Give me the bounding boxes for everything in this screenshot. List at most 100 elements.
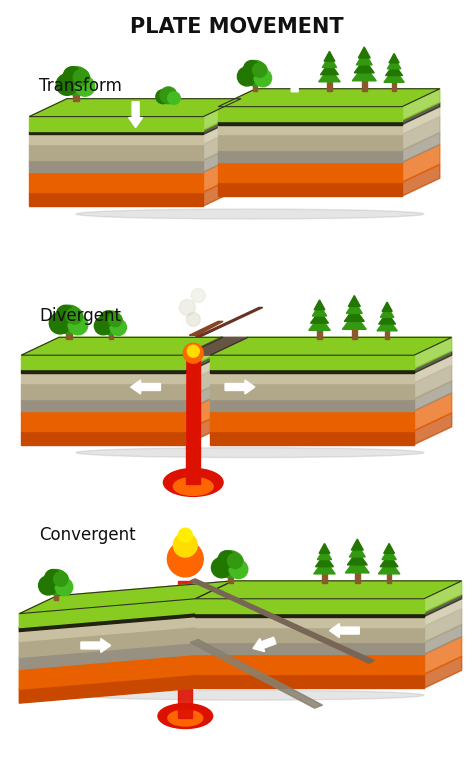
Polygon shape	[424, 580, 462, 613]
FancyArrow shape	[253, 637, 276, 652]
Polygon shape	[29, 116, 203, 130]
Text: PLATE MOVEMENT: PLATE MOVEMENT	[130, 17, 344, 37]
Circle shape	[168, 92, 180, 105]
Polygon shape	[218, 182, 402, 196]
Circle shape	[55, 305, 83, 334]
Circle shape	[167, 541, 203, 577]
Bar	[228, 573, 233, 583]
Polygon shape	[402, 133, 440, 162]
Circle shape	[62, 67, 90, 95]
Polygon shape	[309, 316, 330, 330]
Polygon shape	[378, 560, 400, 574]
Circle shape	[179, 299, 195, 315]
Polygon shape	[210, 369, 414, 373]
Polygon shape	[346, 301, 362, 313]
Polygon shape	[195, 599, 424, 613]
Polygon shape	[185, 337, 223, 369]
Ellipse shape	[76, 691, 424, 700]
Polygon shape	[424, 594, 462, 617]
Circle shape	[242, 60, 268, 86]
Bar	[253, 81, 257, 91]
Polygon shape	[319, 67, 340, 82]
Polygon shape	[29, 135, 203, 144]
Circle shape	[54, 572, 68, 586]
Polygon shape	[352, 65, 376, 81]
Polygon shape	[424, 636, 462, 674]
Polygon shape	[203, 116, 241, 144]
FancyArrow shape	[81, 639, 111, 653]
Text: Divergent: Divergent	[39, 308, 121, 326]
Circle shape	[56, 305, 74, 323]
Circle shape	[217, 551, 244, 578]
Polygon shape	[354, 59, 374, 73]
Bar	[317, 330, 322, 339]
Polygon shape	[203, 154, 241, 192]
Polygon shape	[322, 56, 337, 67]
Polygon shape	[218, 107, 402, 121]
Polygon shape	[382, 548, 396, 560]
Circle shape	[100, 311, 115, 326]
Circle shape	[94, 317, 112, 335]
Polygon shape	[414, 381, 452, 411]
Circle shape	[228, 553, 243, 569]
Bar	[387, 574, 392, 583]
Polygon shape	[203, 126, 241, 160]
Bar	[392, 82, 396, 91]
Polygon shape	[218, 135, 402, 150]
Polygon shape	[402, 102, 440, 125]
Polygon shape	[218, 150, 402, 162]
Bar	[178, 580, 192, 718]
Polygon shape	[21, 399, 185, 411]
Circle shape	[183, 343, 203, 363]
Bar	[385, 331, 389, 339]
Polygon shape	[19, 599, 195, 628]
Circle shape	[218, 551, 235, 567]
Polygon shape	[424, 625, 462, 654]
Circle shape	[73, 70, 90, 85]
Bar	[322, 574, 327, 583]
Polygon shape	[21, 431, 185, 445]
Polygon shape	[210, 355, 414, 369]
Polygon shape	[195, 613, 424, 617]
Polygon shape	[348, 295, 360, 306]
Circle shape	[237, 67, 256, 86]
Text: Transform: Transform	[39, 77, 122, 95]
Polygon shape	[29, 172, 203, 192]
Circle shape	[99, 311, 123, 335]
FancyArrow shape	[131, 380, 161, 394]
Circle shape	[191, 288, 205, 302]
Polygon shape	[316, 554, 333, 567]
Polygon shape	[21, 383, 185, 399]
Polygon shape	[21, 411, 185, 431]
Polygon shape	[310, 311, 328, 323]
Polygon shape	[185, 355, 223, 383]
Polygon shape	[314, 560, 335, 574]
Polygon shape	[218, 162, 402, 182]
Polygon shape	[402, 107, 440, 135]
Polygon shape	[379, 312, 396, 324]
Polygon shape	[349, 544, 365, 557]
Bar	[352, 329, 357, 339]
Polygon shape	[346, 557, 369, 573]
Polygon shape	[424, 656, 462, 688]
Polygon shape	[195, 580, 462, 599]
Polygon shape	[377, 317, 397, 331]
Polygon shape	[195, 654, 424, 674]
Bar	[362, 81, 367, 91]
Polygon shape	[351, 539, 363, 550]
Text: Convergent: Convergent	[39, 526, 136, 544]
Polygon shape	[21, 373, 185, 383]
Polygon shape	[414, 393, 452, 431]
Circle shape	[254, 69, 272, 87]
Polygon shape	[195, 674, 424, 688]
Polygon shape	[414, 413, 452, 445]
Polygon shape	[190, 639, 322, 708]
Bar	[327, 82, 332, 91]
Polygon shape	[210, 411, 414, 431]
Ellipse shape	[158, 704, 213, 728]
Ellipse shape	[76, 209, 424, 219]
Circle shape	[173, 533, 197, 557]
Circle shape	[43, 570, 69, 595]
Polygon shape	[424, 608, 462, 642]
Polygon shape	[402, 144, 440, 182]
